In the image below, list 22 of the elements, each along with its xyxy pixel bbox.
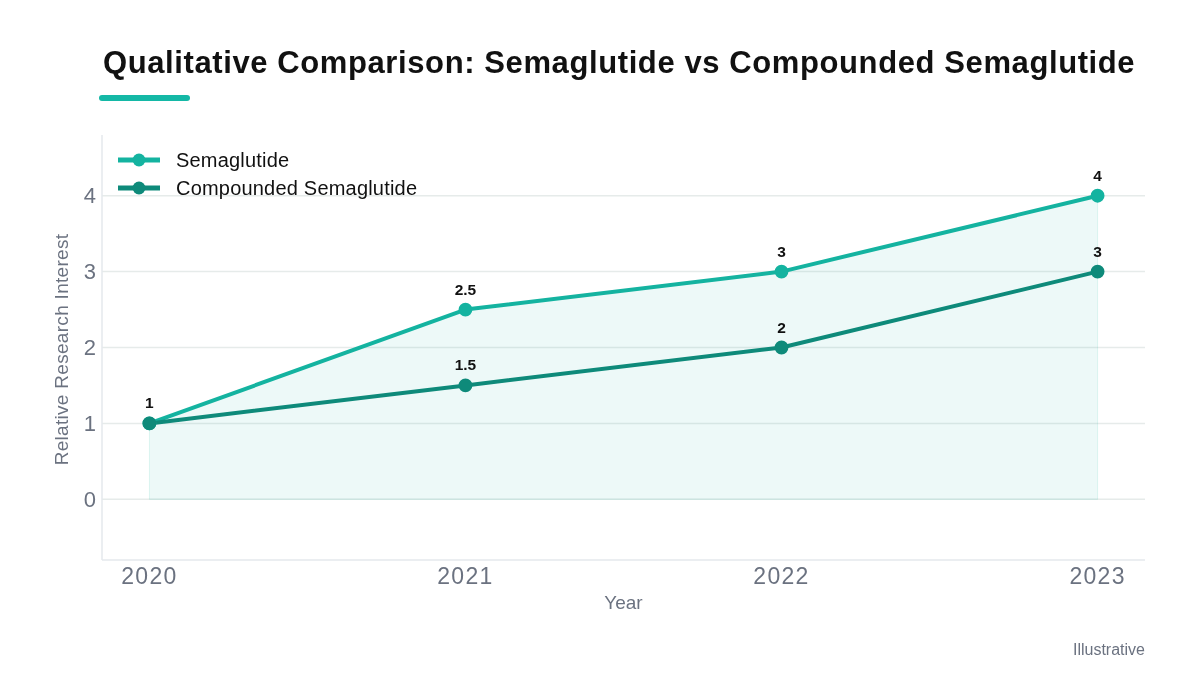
x-tick-label: 2022 — [753, 563, 810, 589]
chart-title: Qualitative Comparison: Semaglutide vs Compounded Semaglutide — [103, 45, 1136, 80]
y-tick-label: 1 — [83, 411, 96, 437]
text: Illustrative — [1072, 641, 1146, 658]
x-tick-label: 2021 — [437, 563, 494, 589]
legend-label: Semaglutide — [176, 149, 290, 171]
data-label: 1.5 — [454, 356, 477, 374]
data-label: 3 — [777, 242, 787, 260]
x-tick-label: 2020 — [121, 563, 178, 589]
y-tick-label: 3 — [83, 259, 96, 285]
data-label: 1 — [145, 394, 155, 412]
legend-label: Compounded Semaglutide — [176, 177, 418, 199]
x-axis-title: Year — [604, 592, 644, 613]
data-label: 3 — [1093, 242, 1103, 260]
y-tick-label: 0 — [83, 486, 96, 512]
y-tick-label: 2 — [83, 335, 96, 361]
data-label: 2.5 — [454, 280, 477, 298]
data-label: 4 — [1093, 166, 1103, 184]
y-tick-label: 4 — [83, 183, 96, 209]
y-axis-title: Relative Research Interest — [51, 233, 72, 466]
data-label: 2 — [777, 318, 786, 336]
x-tick-label: 2023 — [1069, 563, 1126, 589]
